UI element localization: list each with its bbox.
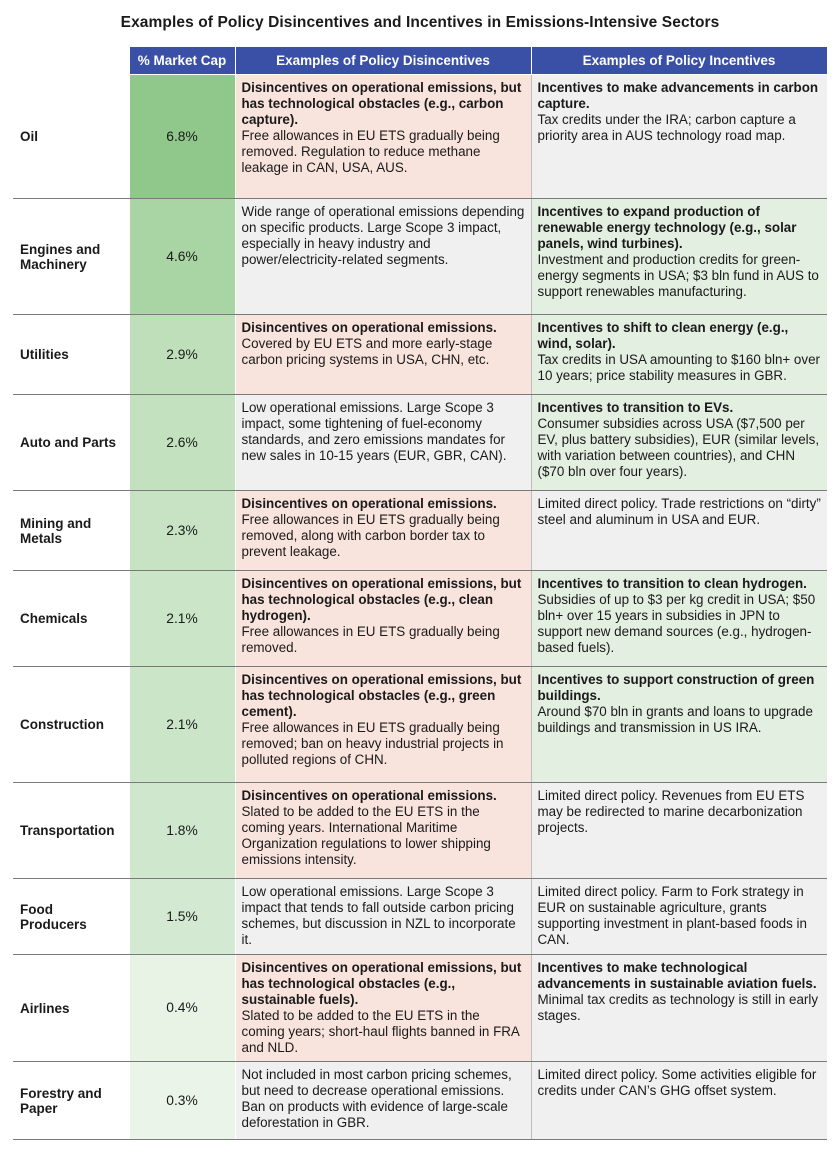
- market-cap-cell: 4.6%: [128, 198, 236, 315]
- market-cap-cell: 2.1%: [128, 570, 236, 667]
- incentive-heading: Incentives to transition to clean hydrog…: [537, 576, 807, 591]
- disincentive-heading: Disincentives on operational emissions, …: [241, 960, 522, 1007]
- incentive-cell: Limited direct policy. Trade restriction…: [531, 490, 827, 571]
- table-row: Construction 2.1% Disincentives on operati…: [13, 666, 827, 783]
- table-row: Food Producers 1.5% Low operational emissi…: [13, 878, 827, 955]
- disincentive-cell: Low operational emissions. Large Scope 3…: [235, 394, 532, 491]
- sector-name: Utilities: [13, 314, 129, 395]
- header-row: % Market Cap Examples of Policy Disincen…: [13, 46, 828, 75]
- table-row: Forestry and Paper 0.3% Not included in mo…: [13, 1061, 827, 1140]
- disincentive-cell: Disincentives on operational emissions. S…: [235, 782, 532, 879]
- table-row: Engines and Machinery 4.6% Wide range of o…: [13, 198, 827, 315]
- disincentive-cell: Disincentives on operational emissions. C…: [235, 314, 532, 395]
- disincentive-heading: Disincentives on operational emissions.: [241, 496, 497, 511]
- incentive-cell: Incentives to transition to EVs. Consumer…: [531, 394, 827, 491]
- incentive-text: Limited direct policy. Trade restriction…: [537, 496, 821, 527]
- incentive-cell: Incentives to support construction of gr…: [531, 666, 827, 783]
- header-sector-blank: [13, 46, 129, 75]
- incentive-cell: Limited direct policy. Farm to Fork stra…: [531, 878, 827, 955]
- disincentive-text: Free allowances in EU ETS gradually bein…: [241, 624, 500, 655]
- disincentive-heading: Disincentives on operational emissions, …: [241, 576, 522, 623]
- disincentive-cell: Disincentives on operational emissions, …: [235, 74, 532, 199]
- incentive-text: Limited direct policy. Some activities e…: [537, 1067, 817, 1098]
- incentive-text: Subsidies of up to $3 per kg credit in U…: [537, 592, 816, 655]
- disincentive-cell: Disincentives on operational emissions, …: [235, 954, 532, 1062]
- incentive-text: Consumer subsidies across USA ($7,500 pe…: [537, 416, 820, 479]
- incentive-heading: Incentives to make technological advance…: [537, 960, 817, 991]
- sector-name: Construction: [13, 666, 129, 783]
- disincentive-cell: Disincentives on operational emissions, …: [235, 570, 532, 667]
- market-cap-cell: 2.3%: [128, 490, 236, 571]
- market-cap-cell: 2.6%: [128, 394, 236, 491]
- disincentive-heading: Disincentives on operational emissions.: [241, 788, 497, 803]
- incentive-cell: Incentives to make technological advance…: [531, 954, 827, 1062]
- incentive-text: Limited direct policy. Revenues from EU …: [537, 788, 805, 835]
- incentive-cell: Limited direct policy. Some activities e…: [531, 1061, 827, 1140]
- sector-name: Transportation: [13, 782, 129, 879]
- disincentive-cell: Disincentives on operational emissions, …: [235, 666, 532, 783]
- incentive-text: Investment and production credits for gr…: [537, 252, 819, 299]
- disincentive-text: Low operational emissions. Large Scope 3…: [241, 400, 507, 463]
- disincentive-text: Slated to be added to the EU ETS in the …: [241, 1008, 520, 1055]
- disincentive-text: Free allowances in EU ETS gradually bein…: [241, 128, 500, 175]
- market-cap-cell: 1.8%: [128, 782, 236, 879]
- table-row: Transportation 1.8% Disincentives on opera…: [13, 782, 827, 879]
- incentive-heading: Incentives to shift to clean energy (e.g…: [537, 320, 789, 351]
- disincentive-text: Free allowances in EU ETS gradually bein…: [241, 720, 504, 767]
- sector-name: Auto and Parts: [13, 394, 129, 491]
- incentive-cell: Limited direct policy. Revenues from EU …: [531, 782, 827, 879]
- table-row: Oil 6.8% Disincentives on operational emis…: [13, 74, 827, 199]
- disincentive-heading: Disincentives on operational emissions, …: [241, 80, 522, 127]
- incentive-text: Minimal tax credits as technology is sti…: [537, 992, 819, 1023]
- header-market-cap: % Market Cap: [128, 46, 236, 75]
- market-cap-cell: 2.9%: [128, 314, 236, 395]
- incentive-text: Tax credits in USA amounting to $160 bln…: [537, 352, 820, 383]
- sector-name: Food Producers: [13, 878, 129, 955]
- sector-name: Engines and Machinery: [13, 198, 129, 315]
- incentive-cell: Incentives to make advancements in carbo…: [531, 74, 827, 199]
- header-disincentives: Examples of Policy Disincentives: [234, 46, 532, 75]
- incentive-cell: Incentives to expand production of renew…: [531, 198, 827, 315]
- disincentive-text: Low operational emissions. Large Scope 3…: [241, 884, 516, 947]
- incentive-text: Around $70 bln in grants and loans to up…: [537, 704, 813, 735]
- disincentive-cell: Wide range of operational emissions depe…: [235, 198, 532, 315]
- disincentive-cell: Disincentives on operational emissions. F…: [235, 490, 532, 571]
- incentive-text: Limited direct policy. Farm to Fork stra…: [537, 884, 807, 947]
- table-row: Auto and Parts 2.6% Low operational emissi…: [13, 394, 827, 491]
- market-cap-cell: 1.5%: [128, 878, 236, 955]
- incentive-heading: Incentives to support construction of gr…: [537, 672, 815, 703]
- disincentive-text: Free allowances in EU ETS gradually bein…: [241, 512, 500, 559]
- table-row: Chemicals 2.1% Disincentives on operationa…: [13, 570, 827, 667]
- disincentive-heading: Disincentives on operational emissions.: [241, 320, 497, 335]
- incentive-heading: Incentives to make advancements in carbo…: [537, 80, 819, 111]
- sector-name: Oil: [13, 74, 129, 199]
- disincentive-text: Wide range of operational emissions depe…: [241, 204, 525, 267]
- policy-table: % Market Cap Examples of Policy Disincen…: [13, 46, 828, 1140]
- table-row: Utilities 2.9% Disincentives on operationa…: [13, 314, 827, 395]
- disincentive-text: Not included in most carbon pricing sche…: [241, 1067, 512, 1130]
- market-cap-cell: 6.8%: [128, 74, 236, 199]
- sector-name: Forestry and Paper: [13, 1061, 129, 1140]
- table-row: Airlines 0.4% Disincentives on operational…: [13, 954, 827, 1062]
- page-title: Examples of Policy Disincentives and Inc…: [120, 14, 720, 31]
- incentive-heading: Incentives to expand production of renew…: [537, 204, 797, 251]
- disincentive-text: Slated to be added to the EU ETS in the …: [241, 804, 491, 867]
- incentive-cell: Incentives to transition to clean hydrog…: [531, 570, 827, 667]
- sector-name: Airlines: [13, 954, 129, 1062]
- header-incentives: Examples of Policy Incentives: [530, 46, 828, 75]
- disincentive-heading: Disincentives on operational emissions, …: [241, 672, 522, 719]
- disincentive-cell: Low operational emissions. Large Scope 3…: [235, 878, 532, 955]
- incentive-heading: Incentives to transition to EVs.: [537, 400, 734, 415]
- disincentive-text: Covered by EU ETS and more early-stage c…: [241, 336, 493, 367]
- table-row: Mining and Metals 2.3% Disincentives on op…: [13, 490, 827, 571]
- market-cap-cell: 0.3%: [128, 1061, 236, 1140]
- sector-name: Mining and Metals: [13, 490, 129, 571]
- market-cap-cell: 2.1%: [128, 666, 236, 783]
- incentive-text: Tax credits under the IRA; carbon captur…: [537, 112, 796, 143]
- disincentive-cell: Not included in most carbon pricing sche…: [235, 1061, 532, 1140]
- market-cap-cell: 0.4%: [128, 954, 236, 1062]
- sector-name: Chemicals: [13, 570, 129, 667]
- incentive-cell: Incentives to shift to clean energy (e.g…: [531, 314, 827, 395]
